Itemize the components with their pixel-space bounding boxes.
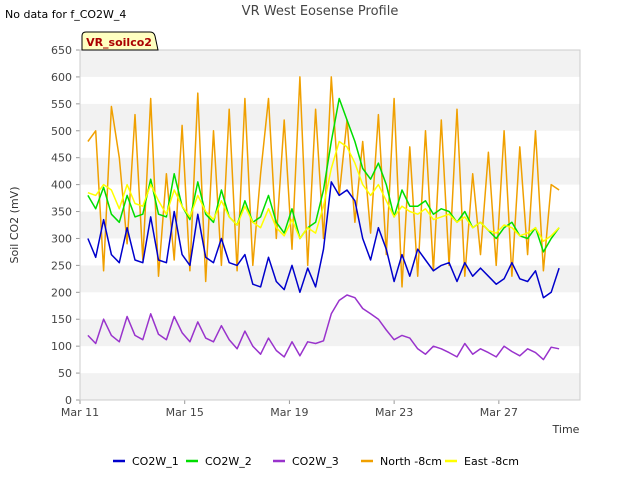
x-axis-label: Time [552, 423, 580, 436]
grid-band [80, 346, 580, 374]
grid-band [80, 292, 580, 320]
legend-item: CO2W_2 [186, 455, 252, 468]
legend-item: CO2W_3 [273, 455, 339, 468]
y-tick-label: 600 [51, 71, 72, 84]
y-tick-label: 550 [51, 98, 72, 111]
legend: CO2W_1 CO2W_2 CO2W_3 North -8cm East -8cm [113, 455, 519, 468]
tag-badge-box [81, 31, 159, 51]
y-tick-label: 50 [58, 367, 72, 380]
legend-label: CO2W_3 [292, 455, 339, 468]
x-tick-label: Mar 11 [61, 406, 99, 419]
plot-frame [79, 49, 581, 401]
legend-item: North -8cm [361, 455, 442, 468]
plot-background [80, 50, 580, 400]
y-tick-label: 0 [65, 394, 72, 407]
y-tick-label: 300 [51, 232, 72, 245]
series-line-east-8cm [87, 140, 560, 242]
y-axis: 0 50 100 150 200 250 300 350 400 450 500 550 600 650 [51, 44, 80, 407]
y-tick-label: 650 [51, 44, 72, 57]
y-tick-label: 250 [51, 259, 72, 272]
legend-label: CO2W_1 [132, 455, 179, 468]
tag-badge: VR_soilco2 [81, 31, 159, 51]
grid-band [80, 319, 580, 347]
x-tick-label: Mar 23 [375, 406, 413, 419]
y-tick-label: 450 [51, 152, 72, 165]
y-tick-label: 500 [51, 125, 72, 138]
x-tick-label: Mar 27 [480, 406, 518, 419]
y-tick-label: 350 [51, 206, 72, 219]
y-tick-label: 100 [51, 340, 72, 353]
y-tick-label: 200 [51, 286, 72, 299]
grid-band [80, 373, 580, 400]
series-layer [87, 76, 560, 361]
x-axis: Mar 11 Mar 15 Mar 19 Mar 23 Mar 27 [61, 400, 518, 419]
series-line-north-8cm [87, 76, 560, 288]
no-data-notice: No data for f_CO2W_4 [5, 8, 126, 21]
legend-label: East -8cm [464, 455, 519, 468]
y-axis-label: Soil CO2 (mV) [8, 187, 21, 264]
y-tick-label: 150 [51, 313, 72, 326]
legend-label: CO2W_2 [205, 455, 252, 468]
grid-band [80, 265, 580, 293]
legend-label: North -8cm [380, 455, 442, 468]
y-tick-label: 400 [51, 179, 72, 192]
chart-title: VR West Eosense Profile [242, 4, 399, 19]
x-tick-label: Mar 19 [270, 406, 308, 419]
series-line-co2w-3 [87, 294, 560, 361]
tag-badge-label: VR_soilco2 [86, 36, 152, 49]
legend-item: East -8cm [445, 455, 519, 468]
x-tick-label: Mar 15 [166, 406, 204, 419]
legend-item: CO2W_1 [113, 455, 179, 468]
grid-band [80, 50, 580, 77]
series-line-co2w-1 [87, 181, 560, 299]
